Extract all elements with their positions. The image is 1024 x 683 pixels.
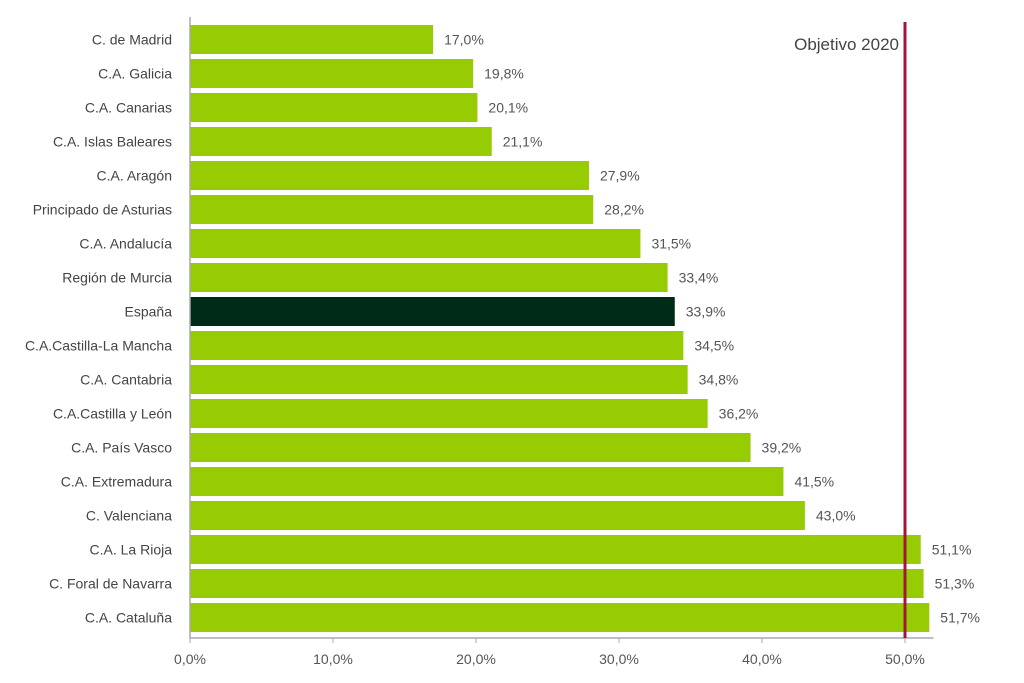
- bar: [190, 263, 668, 292]
- value-label: 41,5%: [794, 474, 834, 490]
- category-label: Región de Murcia: [62, 270, 172, 286]
- bar: [190, 59, 474, 88]
- bar: [190, 535, 921, 564]
- category-label: España: [125, 304, 173, 320]
- category-label: C.A. País Vasco: [71, 440, 172, 456]
- bar: [190, 229, 641, 258]
- value-label: 27,9%: [600, 168, 640, 184]
- category-label: C.A.Castilla y León: [53, 406, 172, 422]
- category-label: C.A. Galicia: [98, 66, 172, 82]
- bar: [190, 501, 805, 530]
- value-label: 39,2%: [762, 440, 802, 456]
- category-label: C.A. Islas Baleares: [53, 134, 172, 150]
- bar: [190, 365, 688, 394]
- value-label: 17,0%: [444, 32, 484, 48]
- category-label: C.A.Castilla-La Mancha: [25, 338, 172, 354]
- x-tick-label: 20,0%: [456, 651, 496, 667]
- value-label: 51,7%: [940, 610, 980, 626]
- x-tick-label: 10,0%: [313, 651, 353, 667]
- bar: [190, 161, 589, 190]
- bar: [190, 603, 930, 632]
- x-tick-label: 40,0%: [742, 651, 782, 667]
- category-label: C.A. Canarias: [85, 100, 172, 116]
- value-label: 20,1%: [488, 100, 528, 116]
- bar: [190, 93, 478, 122]
- category-label: C.A. Cantabria: [80, 372, 172, 388]
- bar: [190, 467, 784, 496]
- category-label: C. Foral de Navarra: [49, 576, 172, 592]
- value-label: 28,2%: [604, 202, 644, 218]
- x-tick-label: 50,0%: [885, 651, 925, 667]
- bar: [190, 569, 924, 598]
- value-label: 33,4%: [679, 270, 719, 286]
- category-label: C.A. Extremadura: [61, 474, 172, 490]
- value-label: 21,1%: [503, 134, 543, 150]
- bar: [190, 331, 684, 360]
- value-label: 34,8%: [699, 372, 739, 388]
- value-label: 51,1%: [932, 542, 972, 558]
- category-label: C.A. La Rioja: [90, 542, 173, 558]
- value-label: 33,9%: [686, 304, 726, 320]
- category-label: C.A. Aragón: [97, 168, 173, 184]
- x-tick-label: 30,0%: [599, 651, 639, 667]
- value-label: 43,0%: [816, 508, 856, 524]
- bar: [190, 433, 751, 462]
- bar: [190, 297, 675, 326]
- category-label: C.A. Andalucía: [79, 236, 172, 252]
- value-label: 36,2%: [719, 406, 759, 422]
- value-label: 51,3%: [935, 576, 975, 592]
- value-label: 31,5%: [651, 236, 691, 252]
- value-label: 19,8%: [484, 66, 524, 82]
- bar: [190, 127, 492, 156]
- bar: [190, 195, 594, 224]
- bar: [190, 399, 708, 428]
- category-label: C. de Madrid: [92, 32, 172, 48]
- category-label: Principado de Asturias: [33, 202, 172, 218]
- value-label: 34,5%: [694, 338, 734, 354]
- category-label: C.A. Cataluña: [85, 610, 172, 626]
- bar: [190, 25, 434, 54]
- x-tick-label: 0,0%: [174, 651, 206, 667]
- target-label: Objetivo 2020: [794, 35, 899, 54]
- category-label: C. Valenciana: [86, 508, 172, 524]
